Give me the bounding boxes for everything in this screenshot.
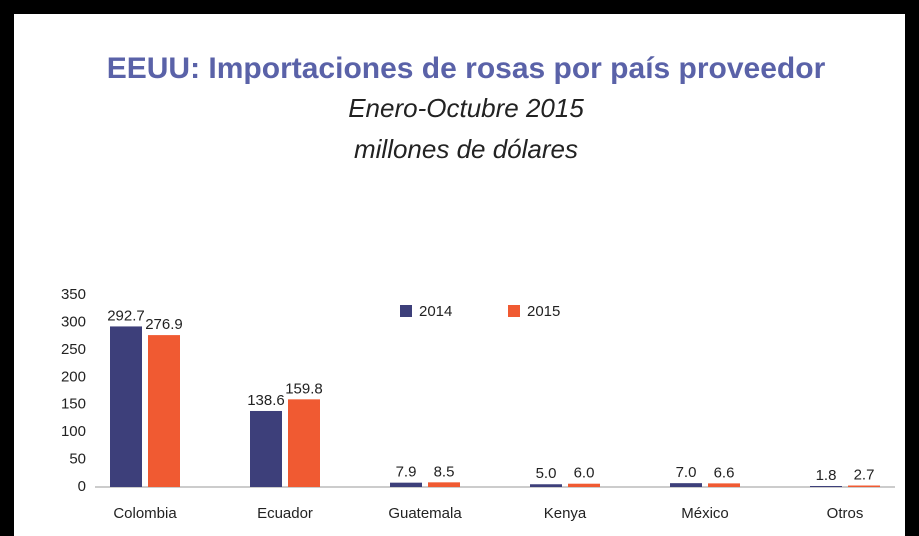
x-tick-label: Colombia [113,505,177,522]
y-tick-label: 100 [61,423,86,440]
data-label: 292.7 [107,307,145,324]
data-label: 6.6 [714,464,735,481]
chart-subtitle: millones de dólares [354,134,578,164]
legend-label: 2015 [527,303,560,320]
chart-title: EEUU: Importaciones de rosas por país pr… [107,52,826,85]
y-tick-label: 200 [61,368,86,385]
data-label: 8.5 [434,463,455,480]
legend-label: 2014 [419,303,452,320]
y-tick-label: 150 [61,396,86,413]
bar [110,326,142,487]
bar [708,483,740,487]
bar [810,486,842,487]
bar [288,399,320,487]
y-tick-label: 350 [61,286,86,303]
data-label: 159.8 [285,380,323,397]
x-tick-label: Ecuador [257,505,313,522]
x-tick-label: Otros [827,505,864,522]
bar [848,485,880,487]
y-tick-label: 50 [69,451,86,468]
data-label: 6.0 [574,465,595,482]
legend-swatch [508,305,520,317]
bar [428,482,460,487]
x-tick-label: México [681,505,729,522]
x-tick-label: Guatemala [388,505,462,522]
bar [568,483,600,487]
data-label: 7.0 [676,464,697,481]
data-label: 138.6 [247,392,285,409]
data-label: 7.9 [396,464,417,481]
data-label: 5.0 [536,465,557,482]
bar [250,410,282,487]
bar [670,483,702,487]
bar [148,335,180,487]
x-tick-label: Kenya [544,505,587,522]
data-label: 1.8 [816,467,837,484]
data-label: 2.7 [854,466,875,483]
bar [530,484,562,487]
y-tick-label: 250 [61,341,86,358]
legend-swatch [400,305,412,317]
y-tick-label: 0 [78,478,86,495]
bar [390,482,422,487]
data-label: 276.9 [145,316,183,333]
chart-subtitle: Enero-Octubre 2015 [348,93,584,123]
y-tick-label: 300 [61,313,86,330]
